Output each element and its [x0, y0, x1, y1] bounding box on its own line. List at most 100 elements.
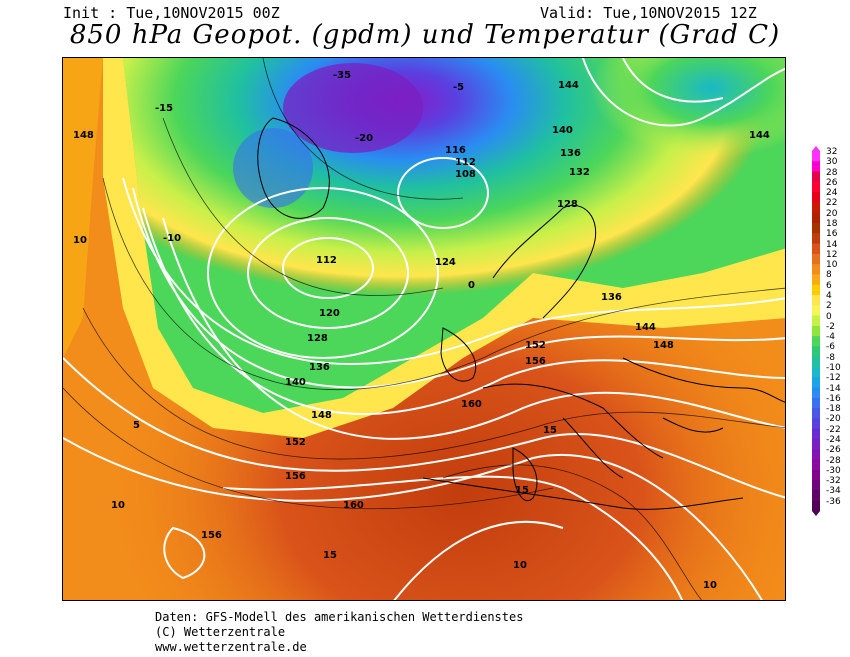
legend-label: 14 [826, 239, 838, 250]
geopotential-label-156c: 156 [201, 530, 222, 541]
legend-label: -18 [826, 404, 841, 415]
legend-swatch [812, 367, 820, 378]
geopotential-label-116: 116 [445, 145, 466, 156]
geopotential-label-128b: 128 [557, 199, 578, 210]
legend-swatch [812, 439, 820, 450]
footer-copyright: (C) Wetterzentrale [155, 625, 286, 639]
legend-swatch [812, 274, 820, 286]
contour-labels: 112 120 128 136 140 148 152 156 160 160 … [73, 70, 770, 591]
temperature-label-10: 10 [73, 235, 87, 246]
legend-swatch [812, 223, 820, 234]
legend-label: 2 [826, 301, 832, 312]
northeast-cool-region [443, 58, 785, 258]
temperature-label-15b: 15 [543, 425, 557, 436]
greenland-cold [233, 128, 313, 208]
legend-swatch [812, 243, 820, 255]
legend-swatch [812, 490, 820, 502]
legend-label: -22 [826, 424, 841, 435]
valid-time: Valid: Tue,10NOV2015 12Z [540, 4, 757, 22]
geopotential-contours [63, 58, 785, 600]
map-canvas: 112 120 128 136 140 148 152 156 160 160 … [63, 58, 785, 600]
legend-swatch [812, 295, 820, 306]
legend-label: 6 [826, 280, 832, 291]
legend-colorbar [812, 146, 820, 516]
legend-label: 18 [826, 219, 838, 229]
legend-swatch [812, 418, 820, 430]
geopotential-label-152b: 152 [525, 340, 546, 351]
legend-swatch [812, 253, 820, 265]
legend-label: 24 [826, 188, 838, 199]
geopotential-label-140: 140 [285, 377, 306, 388]
temperature-legend: 32 30 28 26 24 22 20 18 16 14 12 10 8 6 4 2 0 -2 -4 -6 -8 -10… [812, 146, 850, 516]
temperature-label-minus10: -10 [163, 233, 181, 244]
temperature-label-15c: 15 [323, 550, 337, 561]
legend-arrow-bottom [812, 511, 820, 516]
legend-swatch [812, 284, 820, 296]
western-warm-band [63, 58, 103, 358]
geopotential-label-144c: 144 [749, 130, 770, 141]
legend-swatch [812, 469, 820, 481]
geopotential-label-148b: 148 [653, 340, 674, 351]
map-title: 850 hPa Geopot. (gpdm) und Temperatur (G… [69, 20, 781, 50]
legend-label: -28 [826, 455, 841, 466]
legend-label: -36 [826, 496, 841, 507]
temperature-label-5: 5 [133, 420, 140, 431]
coastlines [257, 117, 785, 510]
geopotential-label-156: 156 [285, 471, 306, 482]
geopotential-label-120: 120 [319, 308, 340, 319]
legend-label: -6 [826, 342, 835, 353]
legend-swatch [812, 336, 820, 347]
geopotential-label-136: 136 [309, 362, 330, 373]
legend-label: 26 [826, 177, 838, 188]
legend-label: -16 [826, 393, 841, 404]
legend-label: 8 [826, 270, 832, 281]
legend-label: 4 [826, 291, 832, 301]
geopotential-label-136c: 136 [601, 292, 622, 303]
cold-core [283, 63, 423, 153]
temperature-label-0: 0 [468, 280, 475, 291]
legend-label: 22 [826, 198, 838, 209]
legend-arrow-top [812, 146, 820, 151]
legend-swatch [812, 151, 820, 162]
geopotential-label-124: 124 [435, 257, 456, 268]
legend-label: 16 [826, 229, 838, 240]
footer: Daten: GFS-Modell des amerikanischen Wet… [155, 610, 523, 655]
temperature-contours [63, 58, 785, 600]
legend-swatch [812, 264, 820, 275]
geopotential-label-128: 128 [307, 333, 328, 344]
geopotential-label-148: 148 [311, 410, 332, 421]
legend-swatch [812, 480, 820, 491]
temperature-label-10c: 10 [513, 560, 527, 571]
legend-label: -12 [826, 373, 841, 384]
legend-swatch [812, 408, 820, 419]
legend-swatch [812, 315, 820, 327]
legend-label: -4 [826, 332, 835, 343]
legend-swatch [812, 428, 820, 440]
legend-label: 12 [826, 249, 838, 260]
legend-swatch [812, 181, 820, 193]
geopotential-label-144: 144 [558, 80, 579, 91]
temperature-label-minus35: -35 [333, 70, 351, 81]
geopotential-label-144b: 144 [635, 322, 656, 333]
legend-swatch [812, 161, 820, 173]
legend-label: 0 [826, 311, 832, 322]
temperature-label-10d: 10 [703, 580, 717, 591]
legend-swatch [812, 171, 820, 183]
geopotential-label-112b: 112 [455, 157, 476, 168]
legend-swatch [812, 500, 820, 512]
legend-label: -30 [826, 465, 841, 476]
temperature-label-minus20: -20 [355, 133, 373, 144]
legend-swatch [812, 192, 820, 203]
weather-map: 112 120 128 136 140 148 152 156 160 160 … [62, 57, 786, 601]
legend-swatch [812, 233, 820, 245]
legend-swatch [812, 387, 820, 399]
geopotential-label-136b: 136 [560, 148, 581, 159]
legend-swatch [812, 202, 820, 214]
geopotential-label-108: 108 [455, 169, 476, 180]
geopotential-label-160: 160 [343, 500, 364, 511]
legend-swatch [812, 459, 820, 471]
legend-label: -10 [826, 363, 841, 373]
geopotential-label-160b: 160 [461, 399, 482, 410]
geopotential-label-112: 112 [316, 255, 337, 266]
legend-label: -26 [826, 445, 841, 456]
